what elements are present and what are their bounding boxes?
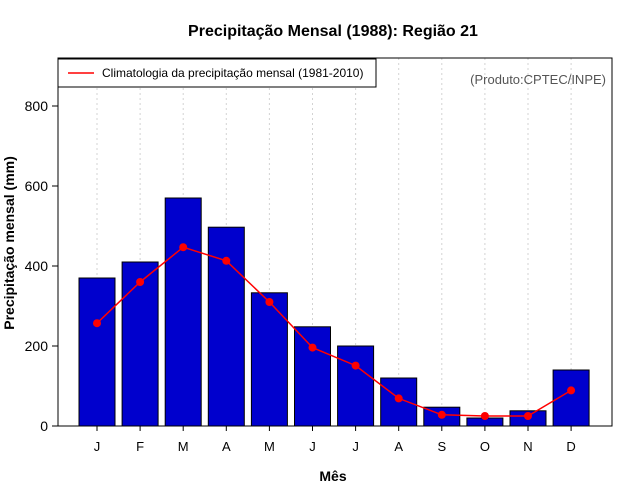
x-tick-label: N	[523, 439, 532, 454]
climatology-point-4	[222, 256, 231, 265]
climatology-point-2	[136, 278, 145, 286]
x-tick-label: M	[178, 439, 189, 454]
y-tick-label: 800	[25, 98, 49, 114]
x-tick-label: A	[222, 439, 231, 454]
climatology-point-1	[93, 319, 101, 328]
bar-series	[78, 197, 590, 427]
y-axis-title: Precipitação mensal (mm)	[1, 156, 17, 330]
climatology-point-10	[480, 412, 489, 420]
y-tick-label: 200	[25, 338, 49, 354]
climatology-line	[96, 246, 572, 417]
x-axis-title: Mês	[319, 468, 346, 484]
y-tick-label: 600	[25, 178, 49, 194]
bar-5	[250, 292, 288, 427]
x-tick-label: J	[352, 439, 359, 454]
y-tick-label: 400	[25, 258, 49, 274]
climatology-point-5	[265, 298, 274, 306]
legend-label: Climatologia da precipitação mensal (198…	[102, 66, 363, 80]
climatology-point-9	[437, 410, 446, 419]
x-tick-label: M	[264, 439, 275, 454]
bar-6	[294, 326, 331, 427]
chart-title: Precipitação Mensal (1988): Região 21	[188, 23, 478, 40]
plot-frame	[57, 57, 613, 427]
y-axis: 0 200 400 600 800	[25, 98, 58, 434]
climatology-line-series	[93, 243, 576, 420]
x-tick-label: S	[437, 439, 446, 454]
climatology-point-7	[351, 361, 360, 370]
bar-3	[164, 197, 202, 427]
x-tick-label: J	[94, 439, 101, 454]
climatology-point-11	[524, 412, 532, 420]
bar-7	[337, 345, 375, 427]
climatology-point-8	[394, 394, 403, 403]
x-tick-label: D	[566, 439, 575, 454]
x-tick-label: A	[394, 439, 403, 454]
x-tick-label: O	[480, 439, 490, 454]
product-credit: (Produto:CPTEC/INPE)	[470, 72, 606, 87]
bar-2	[121, 261, 159, 427]
legend: Climatologia da precipitação mensal (198…	[57, 58, 377, 88]
bar-1	[78, 277, 116, 427]
climatology-point-3	[179, 243, 188, 252]
x-tick-label: J	[309, 439, 316, 454]
x-tick-label: F	[136, 439, 144, 454]
climatology-point-12	[567, 386, 576, 395]
legend-box	[57, 58, 377, 88]
y-tick-label: 0	[40, 418, 48, 434]
climatology-point-6	[308, 343, 317, 352]
